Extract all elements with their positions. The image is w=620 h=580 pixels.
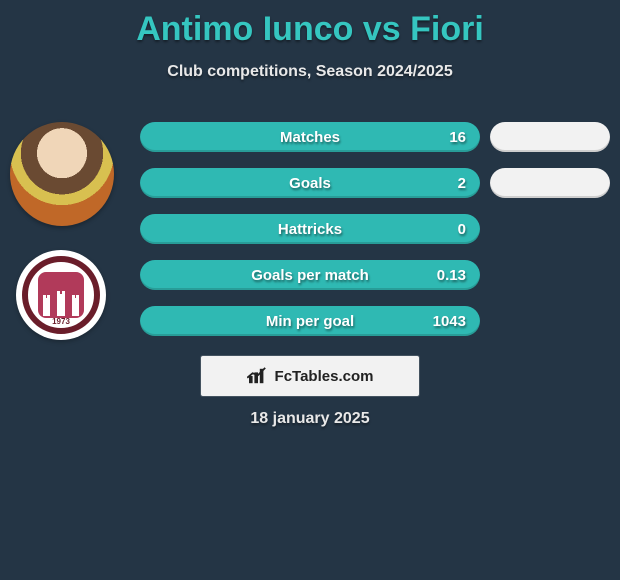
crest-shield bbox=[38, 272, 84, 318]
stat-bar-hattricks: Hattricks 0 bbox=[140, 214, 480, 244]
stat-label: Goals per match bbox=[251, 267, 369, 284]
stat-bar-matches: Matches 16 bbox=[140, 122, 480, 152]
stat-bar-goals-per-match: Goals per match 0.13 bbox=[140, 260, 480, 290]
stat-label: Hattricks bbox=[278, 221, 342, 238]
stat-bar-goals: Goals 2 bbox=[140, 168, 480, 198]
stats-secondary-column bbox=[490, 122, 610, 352]
brand-text: FcTables.com bbox=[275, 368, 374, 385]
stat-value: 16 bbox=[449, 129, 466, 146]
page-title: Antimo Iunco vs Fiori bbox=[0, 0, 620, 49]
stat-bar-min-per-goal: Min per goal 1043 bbox=[140, 306, 480, 336]
left-column: 1973 bbox=[10, 122, 120, 340]
stat-label: Goals bbox=[289, 175, 331, 192]
brand-box[interactable]: FcTables.com bbox=[201, 356, 419, 396]
stat-label: Matches bbox=[280, 129, 340, 146]
club-crest: 1973 bbox=[16, 250, 106, 340]
subtitle: Club competitions, Season 2024/2025 bbox=[0, 49, 620, 81]
stat-value: 0.13 bbox=[437, 267, 466, 284]
secondary-pill bbox=[490, 122, 610, 152]
crest-ring: 1973 bbox=[22, 256, 100, 334]
stat-value: 2 bbox=[458, 175, 466, 192]
stat-value: 0 bbox=[458, 221, 466, 238]
crest-year: 1973 bbox=[52, 317, 70, 326]
player-photo bbox=[10, 122, 114, 226]
castle-icon bbox=[41, 290, 81, 318]
date-line: 18 january 2025 bbox=[0, 410, 620, 428]
stat-label: Min per goal bbox=[266, 313, 354, 330]
stat-value: 1043 bbox=[433, 313, 466, 330]
secondary-pill bbox=[490, 168, 610, 198]
bar-chart-icon bbox=[247, 367, 269, 385]
stats-primary-column: Matches 16 Goals 2 Hattricks 0 Goals per… bbox=[140, 122, 480, 352]
